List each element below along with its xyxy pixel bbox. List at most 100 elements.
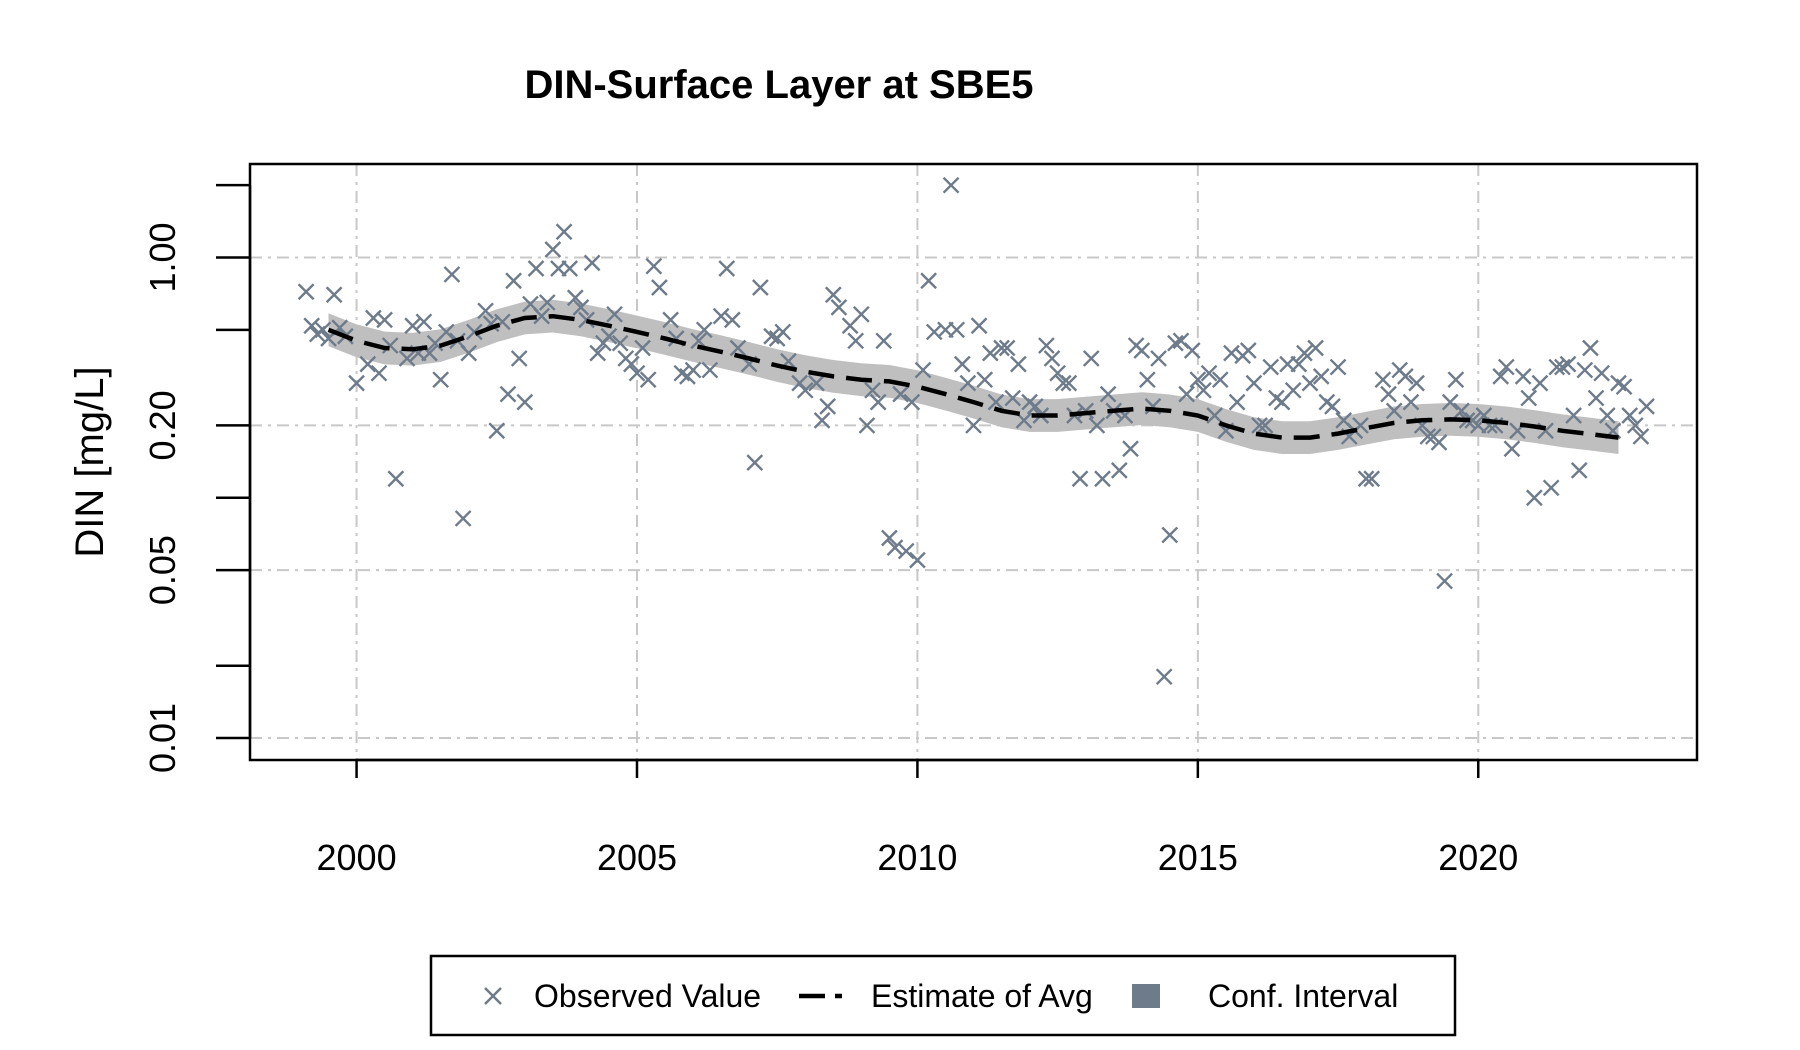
observed-point: [1565, 407, 1582, 424]
observed-point: [970, 317, 988, 335]
observed-point: [701, 361, 719, 379]
observed-point: [381, 337, 399, 354]
observed-point: [1296, 344, 1313, 362]
confidence-interval-band: [328, 299, 1619, 454]
observed-point: [1526, 489, 1543, 507]
observed-point: [976, 371, 994, 389]
observed-point: [538, 294, 556, 311]
observed-point: [1503, 440, 1521, 458]
observed-point: [819, 398, 837, 415]
observed-point: [1514, 368, 1532, 385]
observed-point: [981, 344, 999, 362]
observed-point: [1621, 407, 1639, 424]
observed-point: [370, 364, 388, 382]
x-axis: 2000 2005 2010 2015 2020: [317, 758, 1518, 878]
observed-point: [723, 311, 741, 329]
x-tick-label: 2020: [1438, 837, 1518, 878]
observed-point: [1497, 358, 1515, 376]
observed-point: [864, 381, 881, 399]
observed-point: [499, 385, 517, 403]
observed-point: [813, 411, 831, 429]
observed-point: [948, 321, 966, 339]
observed-point: [348, 374, 365, 392]
legend-label-ci: Conf. Interval: [1208, 978, 1398, 1014]
observed-point: [1402, 393, 1420, 411]
plot-frame: [248, 162, 1699, 762]
observed-point: [1290, 355, 1308, 373]
observed-point: [858, 417, 876, 434]
observed-point: [516, 393, 534, 411]
observed-point: [1363, 470, 1381, 488]
observed-point: [1582, 339, 1599, 357]
observed-point: [572, 299, 590, 316]
observed-point: [510, 350, 528, 367]
observed-point: [555, 223, 573, 241]
observed-point: [1615, 378, 1633, 396]
observed-point: [589, 344, 607, 362]
observed-point: [628, 364, 646, 382]
observed-point: [847, 332, 865, 350]
observed-point: [903, 393, 921, 411]
legend-item-estimate: Estimate of Avg: [799, 978, 1093, 1014]
observed-point: [1301, 374, 1319, 392]
observed-point: [965, 417, 982, 434]
observed-point: [404, 317, 421, 335]
observed-point: [1094, 470, 1111, 488]
observed-point: [987, 393, 1005, 411]
observed-point: [1189, 371, 1207, 389]
observed-point: [1324, 398, 1341, 415]
legend-box: [429, 954, 1457, 1037]
observed-point: [1520, 389, 1538, 407]
observed-point: [634, 339, 651, 357]
observed-point: [600, 327, 618, 345]
observed-point: [1397, 368, 1414, 385]
observed-point: [1038, 337, 1055, 354]
observed-point: [1010, 355, 1027, 373]
legend-filled-square: [1132, 984, 1160, 1008]
observed-point: [892, 385, 909, 403]
observed-point: [561, 260, 579, 277]
observed-point: [942, 176, 960, 194]
observed-point: [1167, 334, 1184, 352]
estimate-path: [327, 313, 1619, 440]
observed-point: [897, 542, 915, 560]
legend-item-ci: Conf. Interval: [1132, 978, 1398, 1014]
observed-point: [505, 272, 522, 290]
observed-point: [325, 286, 343, 304]
ci-band: [328, 299, 1619, 454]
observed-point: [1385, 402, 1403, 420]
observed-point: [1223, 344, 1240, 362]
observed-point: [869, 393, 887, 411]
observed-point: [1419, 428, 1437, 445]
observed-point: [1004, 389, 1022, 407]
observed-point: [914, 361, 932, 379]
observed-point: [1060, 374, 1078, 392]
observed-point: [1284, 381, 1302, 399]
observed-point: [909, 551, 926, 569]
observed-point: [824, 286, 842, 304]
observed-point: [387, 470, 405, 488]
observed-point: [1178, 385, 1195, 403]
observed-point: [606, 305, 623, 323]
observed-point: [1133, 342, 1151, 359]
observed-point: [886, 539, 904, 556]
observed-point: [460, 344, 478, 362]
observed-point: [1150, 350, 1167, 367]
observed-point: [376, 311, 393, 329]
observed-points: [297, 176, 1655, 686]
observed-point: [1071, 470, 1089, 488]
observed-point: [712, 307, 730, 325]
observed-point: [297, 283, 315, 301]
observed-point: [639, 371, 657, 389]
observed-point: [1043, 350, 1061, 367]
legend: Observed Value Estimate of Avg Conf. Int…: [429, 954, 1457, 1037]
observed-point: [718, 260, 736, 277]
observed-point: [993, 339, 1010, 357]
observed-point: [684, 361, 702, 379]
observed-point: [477, 302, 494, 320]
observed-point: [443, 266, 461, 283]
chart-title: DIN-Surface Layer at SBE5: [524, 63, 1033, 107]
observed-point: [1436, 572, 1453, 590]
observed-point: [1593, 364, 1611, 382]
